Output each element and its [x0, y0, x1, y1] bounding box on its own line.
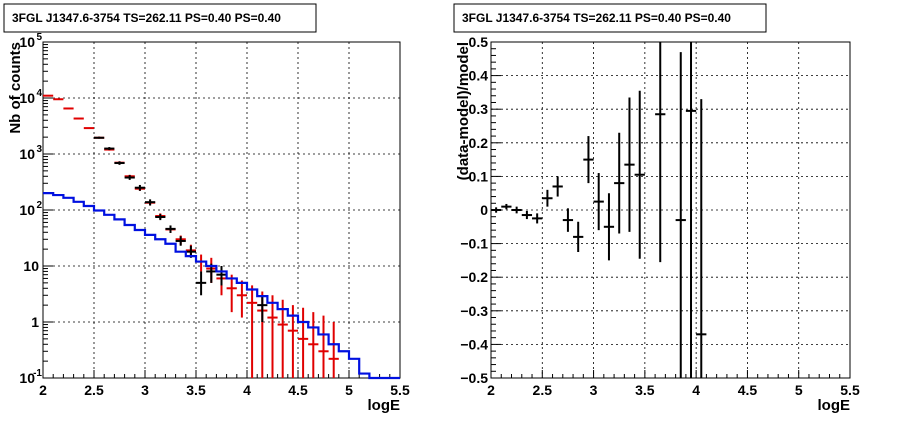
model-point: [267, 295, 278, 378]
right-panel: 3FGL J1347.6-3754 TS=262.11 PS=0.40 PS=0…: [453, 3, 860, 414]
source-model-histogram: [43, 192, 400, 380]
data-point: [155, 213, 166, 221]
left-y-tick-exponent: 4: [36, 88, 42, 99]
residual-point: [521, 211, 533, 220]
data-point: [196, 271, 207, 296]
left-y-tick-label: 10: [19, 370, 35, 386]
left-series: [43, 94, 400, 380]
right-y-tick-label: 0.4: [469, 68, 489, 84]
right-y-tick-label: 0.3: [469, 101, 489, 117]
left-y-tick-exponent: 3: [36, 144, 42, 155]
residual-point: [624, 97, 635, 232]
left-y-tick-label: 10: [19, 90, 35, 106]
model-point: [247, 285, 258, 378]
left-y-axis-label: Nb of counts: [7, 42, 24, 134]
residual-point: [583, 136, 594, 184]
right-x-tick-label: 3: [590, 382, 598, 398]
right-y-tick-label: 0: [480, 202, 488, 218]
right-x-tick-label: 2.5: [533, 382, 553, 398]
right-x-axis-label: logE: [818, 397, 851, 414]
left-x-tick-label: 4.5: [288, 382, 308, 398]
residual-point: [593, 173, 604, 231]
left-y-tick-label: 10: [19, 34, 35, 50]
data-point: [114, 161, 125, 165]
right-y-tick-label: −0.5: [460, 370, 488, 386]
data-point: [94, 136, 105, 139]
right-y-tick-label: 0.5: [469, 34, 489, 50]
data-point: [175, 236, 186, 246]
right-title: 3FGL J1347.6-3754 TS=262.11 PS=0.40 PS=0…: [462, 11, 731, 25]
right-x-tick-label: 5.5: [840, 382, 860, 398]
right-y-tick-label: −0.4: [460, 336, 488, 352]
left-x-tick-label: 3: [141, 382, 149, 398]
right-y-tick-label: −0.2: [460, 269, 488, 285]
residual-point: [675, 52, 686, 378]
left-title-box: [3, 3, 317, 33]
right-y-tick-label: 0.1: [469, 168, 489, 184]
right-x-tick-label: 2: [487, 382, 495, 398]
right-y-axis-label: (data-model)/model: [455, 42, 472, 180]
residual-point: [491, 207, 502, 213]
model-point: [298, 307, 309, 378]
model-point: [196, 254, 207, 272]
data-point: [165, 225, 176, 233]
left-y-tick-label: 10: [19, 202, 35, 218]
model-point: [308, 312, 319, 378]
right-y-tick-label: −0.1: [460, 236, 488, 252]
residual-point: [685, 42, 697, 378]
data-point: [134, 184, 145, 191]
left-x-tick-label: 5.5: [390, 382, 410, 398]
model-point: [318, 315, 329, 378]
right-grid: [491, 42, 850, 378]
left-x-axis-label: logE: [368, 397, 401, 414]
model-point: [328, 322, 339, 378]
left-x-tick-label: 3.5: [186, 382, 206, 398]
left-y-tick-exponent: 5: [36, 32, 42, 43]
residual-point: [655, 42, 666, 263]
left-panel: 3FGL J1347.6-3754 TS=262.11 PS=0.40 PS=0…: [3, 3, 410, 414]
data-point: [257, 295, 268, 322]
right-y-tick-label: 0.2: [469, 135, 489, 151]
left-y-tick-label: 10: [23, 258, 39, 274]
residual-point: [532, 213, 543, 224]
residual-point: [552, 176, 563, 197]
left-title: 3FGL J1347.6-3754 TS=262.11 PS=0.40 PS=0…: [12, 11, 281, 25]
left-x-tick-label: 2.5: [84, 382, 104, 398]
left-y-tick-label: 10: [19, 146, 35, 162]
left-y-tick-exponent: 2: [36, 200, 42, 211]
data-point: [104, 147, 115, 150]
left-x-tick-label: 5: [345, 382, 353, 398]
residual-point: [696, 99, 707, 378]
right-series: [491, 42, 707, 378]
residual-point: [634, 90, 645, 259]
residual-point: [573, 221, 584, 252]
residual-point: [603, 193, 615, 261]
residual-point: [511, 206, 522, 214]
residual-point: [562, 208, 574, 232]
residual-point: [501, 203, 512, 210]
right-x-tick-label: 4: [692, 382, 700, 398]
left-y-tick-exponent: -1: [33, 368, 42, 379]
right-x-tick-label: 4.5: [738, 382, 758, 398]
model-point: [236, 280, 247, 318]
data-point: [124, 175, 135, 180]
right-title-box: [453, 3, 767, 33]
left-x-tick-label: 2: [39, 382, 47, 398]
right-x-tick-label: 5: [795, 382, 803, 398]
right-y-tick-label: −0.3: [460, 303, 488, 319]
model-point: [277, 299, 288, 378]
data-point: [216, 266, 227, 286]
left-y-tick-label: 1: [31, 314, 39, 330]
data-point: [145, 199, 156, 206]
left-x-tick-label: 4: [243, 382, 251, 398]
right-ticks: 2 2.5 3 3.5 4 4.5 5 5.5 −0.5 −0.4 −0.3 −0.2 −0.1 0 0.1…: [460, 34, 860, 398]
model-point: [287, 305, 298, 378]
residual-point: [614, 132, 625, 234]
residual-point: [542, 189, 553, 207]
right-x-tick-label: 3.5: [635, 382, 655, 398]
model-point: [226, 274, 237, 313]
